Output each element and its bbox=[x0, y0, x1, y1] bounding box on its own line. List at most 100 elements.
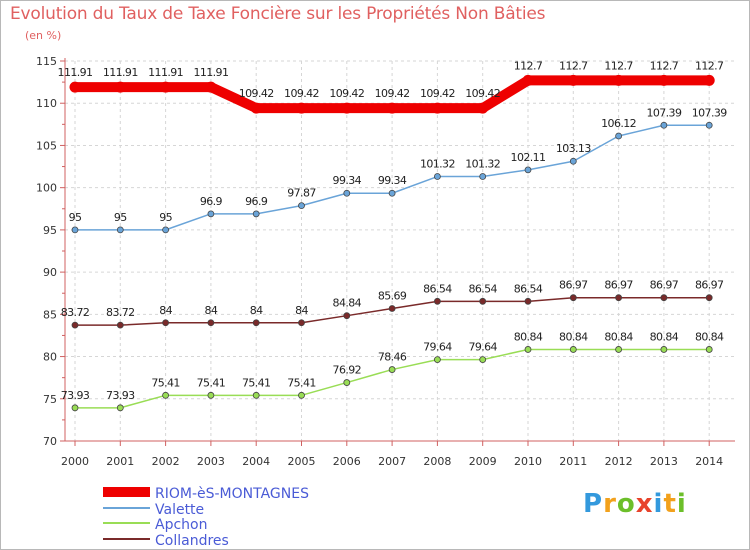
data-point bbox=[479, 356, 487, 363]
data-point bbox=[431, 102, 443, 114]
data-label: 80.84 bbox=[695, 330, 724, 343]
data-label: 111.91 bbox=[148, 66, 183, 79]
data-label: 75.41 bbox=[151, 376, 180, 389]
logo-letter: t bbox=[663, 489, 677, 519]
x-tick-label: 2012 bbox=[605, 455, 633, 468]
data-point bbox=[343, 189, 351, 197]
logo-letter: o bbox=[616, 489, 636, 519]
data-point bbox=[705, 294, 713, 302]
data-label: 103.13 bbox=[556, 142, 591, 155]
x-tick-label: 2007 bbox=[378, 455, 406, 468]
data-label: 84 bbox=[159, 304, 172, 317]
data-point bbox=[207, 319, 215, 327]
data-label: 84.84 bbox=[333, 297, 362, 310]
data-point bbox=[615, 346, 622, 353]
x-tick-label: 2009 bbox=[469, 455, 497, 468]
data-point bbox=[252, 319, 260, 327]
data-label: 75.41 bbox=[197, 376, 226, 389]
data-point bbox=[207, 210, 215, 218]
data-point bbox=[703, 74, 715, 86]
data-label: 86.97 bbox=[559, 279, 588, 292]
data-label: 95 bbox=[114, 211, 127, 224]
data-point bbox=[615, 132, 622, 140]
data-point bbox=[252, 210, 260, 218]
data-label: 80.84 bbox=[650, 330, 679, 343]
data-label: 102.11 bbox=[511, 151, 546, 164]
data-label: 85.69 bbox=[378, 290, 407, 303]
data-point bbox=[71, 226, 79, 234]
data-label: 73.93 bbox=[106, 389, 135, 402]
data-point bbox=[386, 102, 398, 114]
y-tick-label: 90 bbox=[43, 266, 57, 279]
data-point bbox=[433, 173, 441, 180]
data-label: 86.97 bbox=[604, 279, 633, 292]
data-point bbox=[567, 74, 579, 86]
data-label: 96.9 bbox=[200, 195, 223, 208]
data-point bbox=[298, 202, 305, 210]
data-point bbox=[343, 312, 351, 320]
data-point bbox=[705, 121, 713, 129]
data-point bbox=[298, 319, 305, 327]
chart-title: Evolution du Taux de Taxe Foncière sur l… bbox=[10, 4, 546, 24]
data-label: 109.42 bbox=[420, 87, 455, 100]
data-point bbox=[116, 321, 124, 329]
data-label: 78.46 bbox=[378, 351, 407, 364]
logo-letter: i bbox=[653, 489, 664, 519]
data-label: 83.72 bbox=[61, 306, 90, 319]
data-point bbox=[116, 404, 124, 412]
y-tick-label: 100 bbox=[36, 182, 57, 195]
data-label: 99.34 bbox=[378, 174, 407, 187]
data-point bbox=[477, 102, 489, 114]
legend-label: Collandres bbox=[155, 533, 229, 549]
data-point bbox=[660, 294, 668, 302]
data-label: 109.42 bbox=[284, 87, 319, 100]
data-point bbox=[569, 346, 577, 353]
data-label: 80.84 bbox=[604, 330, 633, 343]
data-label: 111.91 bbox=[58, 66, 93, 79]
data-point bbox=[116, 226, 124, 234]
x-tick-label: 2010 bbox=[514, 455, 542, 468]
data-label: 80.84 bbox=[514, 330, 543, 343]
x-tick-label: 2006 bbox=[333, 455, 361, 468]
data-label: 107.39 bbox=[692, 106, 727, 119]
data-label: 101.32 bbox=[465, 158, 500, 171]
y-tick-label: 105 bbox=[36, 139, 57, 152]
data-label: 106.12 bbox=[601, 117, 636, 130]
data-point bbox=[207, 391, 215, 399]
data-point bbox=[343, 379, 351, 386]
data-point bbox=[252, 391, 260, 399]
data-label: 112.7 bbox=[559, 59, 588, 72]
data-label: 109.42 bbox=[329, 87, 364, 100]
data-point bbox=[479, 173, 487, 180]
data-point bbox=[162, 391, 170, 399]
x-tick-label: 2002 bbox=[152, 455, 180, 468]
data-point bbox=[388, 305, 396, 312]
data-point bbox=[615, 294, 622, 302]
data-point bbox=[69, 81, 81, 93]
data-label: 112.7 bbox=[604, 59, 633, 72]
data-point bbox=[388, 189, 396, 197]
data-label: 99.34 bbox=[333, 174, 362, 187]
data-label: 84 bbox=[295, 304, 308, 317]
logo-letter: x bbox=[635, 489, 654, 519]
data-point bbox=[250, 102, 262, 114]
data-point bbox=[479, 297, 487, 305]
data-label: 112.7 bbox=[695, 59, 724, 72]
proxiti-logo: Proxiti bbox=[583, 489, 687, 519]
data-point bbox=[658, 74, 670, 86]
legend-label: Apchon bbox=[155, 517, 207, 533]
data-point bbox=[388, 366, 396, 373]
x-tick-label: 2005 bbox=[288, 455, 316, 468]
data-label: 75.41 bbox=[287, 376, 316, 389]
data-label: 73.93 bbox=[61, 389, 90, 402]
data-point bbox=[71, 404, 79, 412]
data-point bbox=[524, 297, 532, 305]
data-point bbox=[705, 346, 713, 353]
data-label: 80.84 bbox=[559, 330, 588, 343]
data-label: 84 bbox=[250, 304, 263, 317]
data-label: 84 bbox=[204, 304, 217, 317]
x-tick-label: 2013 bbox=[650, 455, 678, 468]
legend-label: Valette bbox=[155, 502, 204, 518]
y-tick-label: 70 bbox=[43, 435, 57, 448]
